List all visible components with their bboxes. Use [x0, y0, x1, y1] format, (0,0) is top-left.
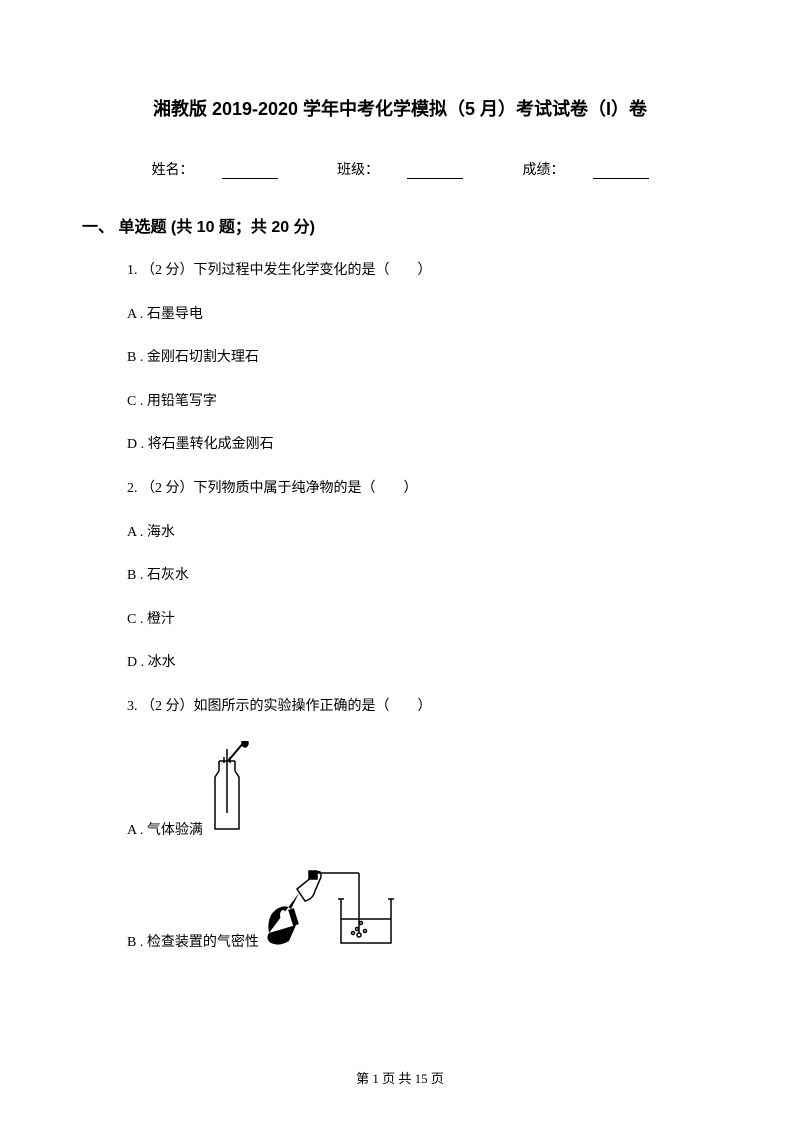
gas-bottle-diagram-icon	[205, 741, 275, 841]
airtight-check-diagram-icon	[261, 863, 411, 953]
page-footer: 第 1 页 共 15 页	[0, 1068, 800, 1087]
exam-title: 湘教版 2019-2020 学年中考化学模拟（5 月）考试试卷（I）卷	[85, 95, 715, 121]
q2-option-a: A . 海水	[127, 523, 715, 543]
q3-option-b: B . 检查装置的气密性	[127, 863, 715, 953]
section-header: 一、 单选题 (共 10 题；共 20 分)	[82, 213, 715, 237]
q1-option-d: D . 将石墨转化成金刚石	[127, 435, 715, 455]
q3-stem: 3. （2 分）如图所示的实验操作正确的是（ ）	[127, 697, 715, 717]
q3-option-b-label: B . 检查装置的气密性	[127, 931, 259, 953]
q2-stem: 2. （2 分）下列物质中属于纯净物的是（ ）	[127, 479, 715, 499]
name-blank[interactable]	[222, 165, 278, 179]
q2-option-d: D . 冰水	[127, 653, 715, 673]
q1-option-b: B . 金刚石切割大理石	[127, 348, 715, 368]
class-blank[interactable]	[407, 165, 463, 179]
q1-stem: 1. （2 分）下列过程中发生化学变化的是（ ）	[127, 261, 715, 281]
student-info-line: 姓名： 班级： 成绩：	[85, 159, 715, 179]
q1-option-a: A . 石墨导电	[127, 305, 715, 325]
q3-option-a: A . 气体验满	[127, 741, 715, 841]
score-blank[interactable]	[593, 165, 649, 179]
q2-option-c: C . 橙汁	[127, 610, 715, 630]
q3-option-a-label: A . 气体验满	[127, 819, 203, 841]
name-label: 姓名：	[152, 163, 194, 178]
score-label: 成绩：	[523, 163, 565, 178]
class-label: 班级：	[337, 163, 379, 178]
q1-option-c: C . 用铅笔写字	[127, 392, 715, 412]
q2-option-b: B . 石灰水	[127, 566, 715, 586]
